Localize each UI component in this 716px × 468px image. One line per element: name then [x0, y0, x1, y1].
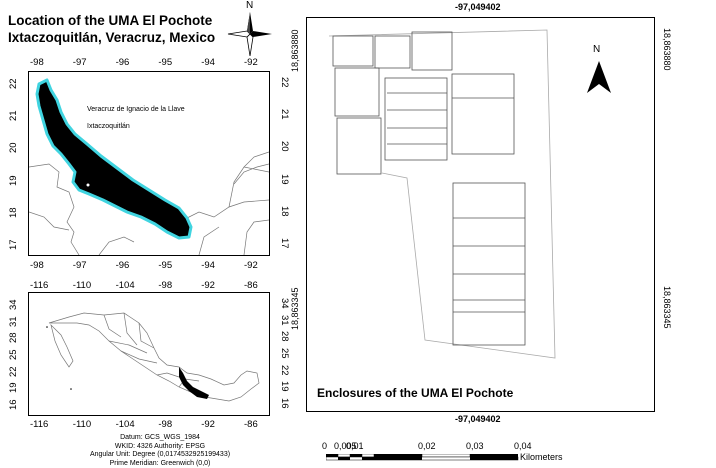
veracruz-bottom-tick-4: -94 — [201, 260, 215, 271]
mexico-bottom-tick-5: -86 — [244, 419, 258, 430]
veracruz-left-tick-2: 20 — [8, 143, 19, 154]
mexico-top-tick-5: -86 — [244, 280, 258, 291]
mexico-right-tick-0: 34 — [279, 298, 290, 309]
mexico-bottom-tick-3: -98 — [158, 419, 172, 430]
mexico-top-tick-2: -104 — [116, 280, 135, 291]
veracruz-right-tick-1: 21 — [279, 109, 290, 120]
title-line-1: Location of the UMA El Pochote — [8, 12, 215, 29]
scale-label-5: 0,04 — [514, 441, 532, 451]
mexico-right-tick-2: 28 — [279, 331, 290, 342]
enclosure-map: N Enclosures of the UMA El Pochote — [306, 17, 655, 412]
label-veracruz-state: Veracruz de Ignacio de la Llave — [87, 106, 185, 113]
scale-unit: Kilometers — [520, 452, 563, 462]
veracruz-right-tick-5: 17 — [279, 238, 290, 249]
enclosure-left-bottom-coordinate: 18,863345 — [290, 287, 300, 330]
enclosure-right-bottom-coordinate: 18,863345 — [662, 286, 672, 329]
datum-info: Datum: GCS_WGS_1984 WKID: 4326 Authority… — [60, 434, 260, 468]
mexico-right-tick-6: 16 — [279, 398, 290, 409]
enclosure-top-coordinate: -97,049402 — [455, 2, 501, 12]
mexico-left-tick-3: 25 — [8, 349, 19, 360]
mexico-bottom-tick-1: -110 — [73, 419, 91, 430]
veracruz-bottom-tick-5: -92 — [244, 260, 258, 271]
datum-line-4: Prime Meridian: Greenwich (0,0) — [60, 460, 260, 468]
mexico-right-tick-5: 19 — [279, 381, 290, 392]
mexico-top-tick-1: -110 — [73, 280, 91, 291]
mexico-bottom-tick-0: -116 — [30, 419, 48, 430]
mexico-bottom-tick-4: -92 — [201, 419, 215, 430]
veracruz-right-tick-3: 19 — [279, 174, 290, 185]
mexico-map — [28, 292, 270, 416]
mexico-right-tick-3: 25 — [279, 348, 290, 359]
mexico-bottom-tick-2: -104 — [116, 419, 135, 430]
enclosure-caption: Enclosures of the UMA El Pochote — [317, 386, 513, 400]
veracruz-top-tick-1: -97 — [73, 57, 87, 68]
veracruz-map-frame: -98 -97 -96 -95 -94 -92 -98 -97 -96 -95 -94 -92 Ve… — [0, 52, 300, 274]
veracruz-right-tick-0: 22 — [279, 77, 290, 88]
veracruz-top-tick-4: -94 — [201, 57, 215, 68]
mexico-left-tick-0: 34 — [8, 299, 19, 310]
mexico-right-tick-4: 22 — [279, 365, 290, 376]
veracruz-bottom-tick-3: -95 — [158, 260, 172, 271]
mexico-map-frame: -116 -110 -104 -98 -92 -86 -116 -110 -104 -98 -92… — [0, 278, 300, 433]
scale-label-0: 0 — [322, 441, 327, 451]
label-ixtaczoquitlan: Ixtaczoquitlán — [87, 123, 130, 130]
veracruz-top-tick-2: -96 — [116, 57, 130, 68]
scale-label-2: 0,01 — [346, 441, 364, 451]
enclosure-bottom-coordinate: -97,049402 — [455, 414, 501, 424]
veracruz-left-tick-5: 17 — [8, 239, 19, 250]
veracruz-left-tick-0: 22 — [8, 78, 19, 89]
scale-label-4: 0,03 — [466, 441, 484, 451]
mexico-left-tick-5: 19 — [8, 383, 19, 394]
veracruz-right-tick-4: 18 — [279, 206, 290, 217]
veracruz-bottom-tick-1: -97 — [73, 260, 87, 271]
veracruz-bottom-tick-0: -98 — [30, 260, 44, 271]
mexico-top-tick-3: -98 — [158, 280, 172, 291]
enclosure-left-top-coordinate: 18,863880 — [290, 29, 300, 72]
veracruz-top-tick-5: -92 — [244, 57, 258, 68]
datum-line-2: WKID: 4326 Authority: EPSG — [60, 443, 260, 452]
veracruz-right-tick-2: 20 — [279, 141, 290, 152]
title-line-2: Ixtaczoquitlán, Veracruz, Mexico — [8, 29, 215, 46]
veracruz-left-tick-3: 19 — [8, 175, 19, 186]
enclosure-right-top-coordinate: 18,863880 — [662, 28, 672, 71]
datum-line-1: Datum: GCS_WGS_1984 — [60, 434, 260, 443]
mexico-left-tick-4: 22 — [8, 366, 19, 377]
veracruz-left-tick-4: 18 — [8, 207, 19, 218]
mexico-left-tick-1: 31 — [8, 316, 19, 327]
mexico-left-tick-2: 28 — [8, 333, 19, 344]
veracruz-top-tick-0: -98 — [30, 57, 44, 68]
veracruz-map: Veracruz de Ignacio de la Llave Ixtaczoq… — [28, 71, 270, 256]
veracruz-left-tick-1: 21 — [8, 111, 19, 122]
mexico-top-tick-4: -92 — [201, 280, 215, 291]
mexico-top-tick-0: -116 — [30, 280, 48, 291]
datum-line-3: Angular Unit: Degree (0,0174532925199433… — [60, 451, 260, 460]
map-title: Location of the UMA El Pochote Ixtaczoqu… — [8, 12, 215, 46]
mexico-left-tick-6: 16 — [8, 399, 19, 410]
compass-rose-icon: N — [226, 0, 274, 60]
enclosure-north-label: N — [593, 44, 600, 55]
scale-label-3: 0,02 — [418, 441, 436, 451]
mexico-right-tick-1: 31 — [279, 315, 290, 326]
veracruz-top-tick-3: -95 — [158, 57, 172, 68]
veracruz-bottom-tick-2: -96 — [116, 260, 130, 271]
